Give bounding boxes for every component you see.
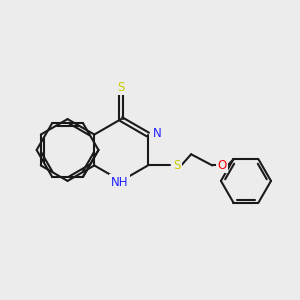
Text: NH: NH <box>111 176 128 189</box>
Text: O: O <box>217 159 226 172</box>
Text: S: S <box>117 81 125 94</box>
Text: S: S <box>173 159 180 172</box>
Text: N: N <box>153 127 162 140</box>
